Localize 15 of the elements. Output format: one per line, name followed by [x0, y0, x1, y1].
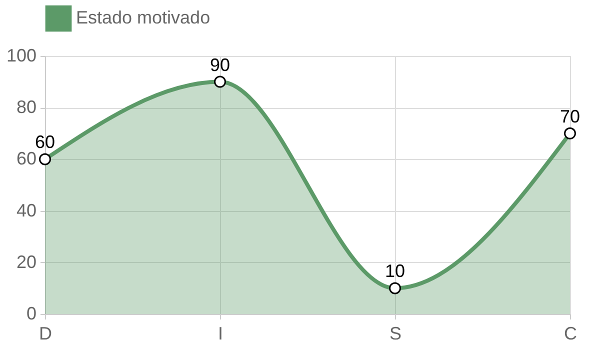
data-label: 70 — [560, 106, 580, 126]
x-tick-label: D — [39, 324, 52, 344]
y-tick-label: 60 — [16, 148, 36, 169]
data-label: 10 — [384, 261, 406, 282]
data-label: 90 — [210, 54, 230, 75]
y-tick-label: 100 — [6, 46, 36, 66]
y-tick-label: 0 — [26, 304, 36, 324]
y-tick-label: 20 — [16, 252, 36, 272]
x-tick-label: S — [389, 324, 402, 344]
legend-label: Estado motivado — [76, 8, 210, 28]
y-tick-label: 80 — [16, 97, 36, 118]
x-tick-label: C — [564, 324, 577, 344]
y-tick-label: 40 — [16, 200, 36, 220]
x-tick-label: I — [218, 324, 224, 344]
data-label: 60 — [34, 132, 56, 152]
